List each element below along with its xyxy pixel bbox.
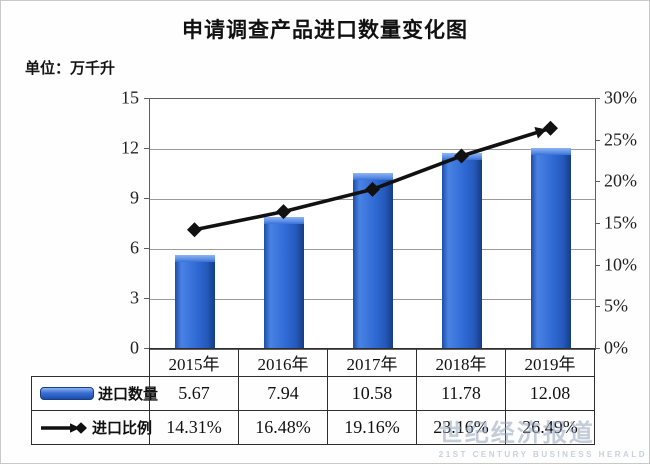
plot-area xyxy=(149,98,596,350)
table-cell-进口数量-2017年: 10.58 xyxy=(327,376,417,411)
bar-top-bevel xyxy=(441,152,482,160)
line-arrowhead-icon xyxy=(534,126,547,139)
watermark-en: 21ST CENTURY BUSINESS HERALD xyxy=(438,450,647,459)
category-cell-2018年: 2018年 xyxy=(416,348,506,377)
table-cell-进口数量-2018年: 11.78 xyxy=(416,376,506,411)
right-axis-tickmark xyxy=(595,348,600,349)
left-axis-tick-label: 6 xyxy=(130,237,139,258)
bar-top-bevel xyxy=(530,147,571,155)
left-axis-tick-label: 3 xyxy=(130,287,139,308)
right-axis-tick-label: 25% xyxy=(604,129,637,150)
right-axis-tickmark xyxy=(595,223,600,224)
bar-top-bevel xyxy=(263,216,304,224)
diamond-marker xyxy=(187,222,202,238)
table-cell-进口比例-2016年: 16.48% xyxy=(238,410,328,445)
bar-2019年 xyxy=(530,147,571,349)
table-cell-进口数量-2016年: 7.94 xyxy=(238,376,328,411)
left-axis-tickmark xyxy=(144,198,149,199)
left-axis-tick-label: 9 xyxy=(130,187,139,208)
right-axis-tickmark xyxy=(595,306,600,308)
left-axis-tickmark xyxy=(144,298,149,299)
table-cell-进口比例-2019年: 26.49% xyxy=(505,410,595,445)
bar-2017年 xyxy=(352,172,393,349)
diamond-marker xyxy=(543,120,558,136)
left-axis-tickmark xyxy=(144,348,149,349)
category-cell-2019年: 2019年 xyxy=(505,348,595,377)
bar-legend-icon xyxy=(40,387,94,400)
bar-2016年 xyxy=(263,216,304,349)
table-cell-进口数量-2015年: 5.67 xyxy=(149,376,239,411)
chart-title: 申请调查产品进口数量变化图 xyxy=(182,19,468,42)
right-axis-tickmark xyxy=(595,264,600,266)
category-cell-2017年: 2017年 xyxy=(327,348,417,377)
category-cell-2016年: 2016年 xyxy=(238,348,328,377)
gridline xyxy=(150,149,595,150)
bar-top-bevel xyxy=(352,172,393,180)
right-axis-tickmark xyxy=(595,98,600,99)
right-axis-tickmark xyxy=(595,181,600,183)
right-axis-tick-label: 30% xyxy=(604,87,637,108)
bar-top-bevel xyxy=(174,254,215,262)
left-axis-tick-label: 15 xyxy=(121,87,139,108)
table-cell-进口数量-2019年: 12.08 xyxy=(505,376,595,411)
left-axis-tickmark xyxy=(144,148,149,149)
category-cell-2015年: 2015年 xyxy=(149,348,239,377)
table-cell-进口比例-2015年: 14.31% xyxy=(149,410,239,445)
right-axis-tickmark xyxy=(595,139,600,141)
left-axis-tickmark xyxy=(144,98,149,99)
left-axis-tickmark xyxy=(144,248,149,249)
right-axis-tick-label: 0% xyxy=(604,337,628,358)
left-axis-tick-label: 0 xyxy=(130,337,139,358)
legend-item-line: 进口比例 xyxy=(31,410,153,445)
legend-item-bar: 进口数量 xyxy=(31,376,158,411)
table-cell-进口比例-2018年: 23.16% xyxy=(416,410,506,445)
right-axis-tick-label: 5% xyxy=(604,295,628,316)
legend-label-line: 进口比例 xyxy=(92,420,153,437)
right-axis-tick-label: 15% xyxy=(604,212,637,233)
unit-label: 单位：万千升 xyxy=(25,60,116,77)
right-axis-tick-label: 10% xyxy=(604,254,637,275)
right-axis-tick-label: 20% xyxy=(604,170,637,191)
table-cell-进口比例-2017年: 19.16% xyxy=(327,410,417,445)
bar-2018年 xyxy=(441,152,482,349)
line-legend-icon xyxy=(41,421,87,434)
legend-label-bar: 进口数量 xyxy=(98,386,159,403)
bar-2015年 xyxy=(174,254,215,349)
left-axis-tick-label: 12 xyxy=(121,137,139,158)
